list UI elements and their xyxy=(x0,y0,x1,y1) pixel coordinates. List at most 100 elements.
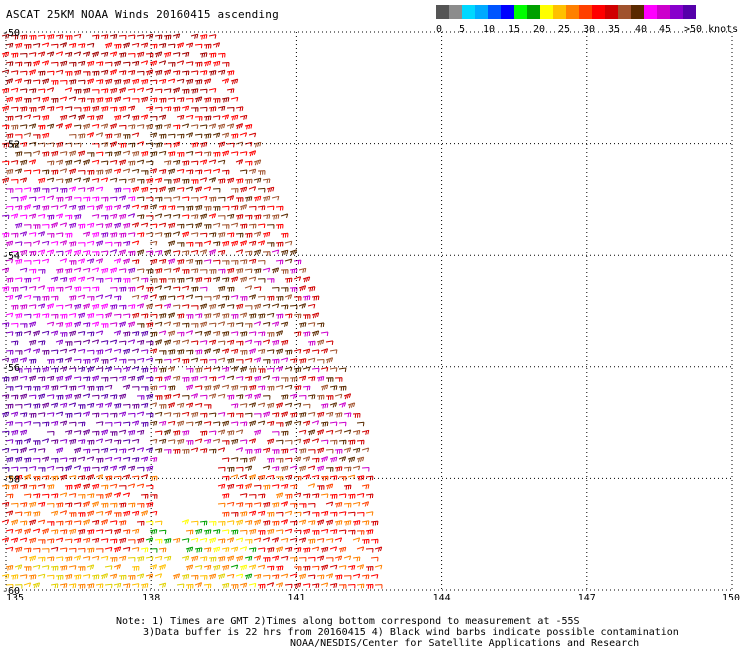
wind-barb xyxy=(37,519,46,525)
wind-barb xyxy=(262,375,271,380)
wind-barb xyxy=(32,386,41,391)
wind-barb xyxy=(91,105,100,112)
wind-barb xyxy=(181,178,190,184)
wind-barb xyxy=(50,205,59,210)
wind-barb xyxy=(23,493,32,499)
wind-barb xyxy=(136,483,145,489)
wind-barb xyxy=(28,69,37,76)
wind-barb xyxy=(55,375,64,382)
wind-barb xyxy=(136,537,145,544)
wind-barb xyxy=(172,106,181,112)
wind-barb xyxy=(248,438,257,444)
wind-barb xyxy=(23,348,32,353)
wind-barb xyxy=(64,484,73,490)
wind-barb xyxy=(172,393,181,399)
wind-barb xyxy=(239,474,248,479)
wind-barb xyxy=(77,60,86,66)
wind-barb xyxy=(212,151,221,157)
wind-barb xyxy=(131,60,140,67)
wind-barb xyxy=(248,564,257,570)
wind-barb xyxy=(172,375,181,381)
wind-barb xyxy=(14,331,23,337)
wind-barb xyxy=(185,402,194,408)
wind-barb xyxy=(208,303,217,310)
wind-barb xyxy=(248,456,257,463)
wind-barb xyxy=(230,512,239,517)
wind-barb xyxy=(32,240,41,245)
wind-barb xyxy=(181,285,190,291)
wind-barb xyxy=(73,51,82,56)
wind-barb xyxy=(59,187,68,193)
wind-barb xyxy=(73,574,82,580)
wind-barb xyxy=(217,573,226,580)
wind-barb xyxy=(163,555,172,561)
wind-barb xyxy=(127,412,136,418)
wind-barb xyxy=(64,412,73,418)
wind-barb xyxy=(37,213,46,219)
wind-barb xyxy=(203,240,212,246)
wind-barb xyxy=(298,375,307,381)
wind-barb xyxy=(190,305,199,310)
wind-barb xyxy=(41,60,50,66)
wind-barb xyxy=(284,384,293,390)
wind-barb xyxy=(329,511,338,517)
wind-barb xyxy=(14,188,23,193)
wind-barb xyxy=(41,565,50,570)
wind-barb xyxy=(118,268,127,273)
wind-barb xyxy=(64,341,73,346)
wind-barb xyxy=(235,340,244,346)
wind-barb xyxy=(298,519,307,525)
wind-barb xyxy=(149,258,158,265)
wind-barb xyxy=(32,169,41,174)
wind-barb xyxy=(172,267,181,273)
wind-barb xyxy=(95,529,104,534)
wind-barb xyxy=(316,359,325,364)
wind-barb xyxy=(95,349,104,355)
wind-barb xyxy=(154,34,163,40)
wind-barb xyxy=(140,421,149,427)
wind-barb xyxy=(109,123,118,130)
wind-barb xyxy=(280,501,289,507)
wind-barb xyxy=(163,51,172,58)
wind-barb xyxy=(257,547,266,552)
wind-barb xyxy=(68,583,77,589)
wind-barb xyxy=(41,115,50,121)
wind-barb xyxy=(185,61,194,66)
wind-barb xyxy=(113,79,122,85)
wind-barb xyxy=(221,114,230,120)
wind-barb xyxy=(172,286,181,292)
wind-barb xyxy=(145,123,154,130)
wind-barb xyxy=(127,177,136,184)
wind-barb xyxy=(230,564,239,570)
wind-barb xyxy=(100,214,109,220)
wind-barb xyxy=(109,483,118,489)
wind-barb xyxy=(266,295,275,301)
wind-barb xyxy=(212,98,221,103)
wind-barb xyxy=(104,583,113,589)
wind-barb xyxy=(46,51,55,57)
wind-barb xyxy=(298,465,307,472)
wind-barb xyxy=(271,195,280,201)
wind-barb xyxy=(86,385,95,391)
wind-barb xyxy=(172,430,181,436)
wind-barb xyxy=(91,321,100,327)
wind-barb xyxy=(122,278,131,283)
wind-barb xyxy=(181,250,190,256)
wind-barb xyxy=(329,421,338,427)
wind-barb xyxy=(64,123,73,130)
wind-barb xyxy=(244,502,253,508)
wind-barb xyxy=(77,566,86,571)
wind-barb xyxy=(109,322,118,327)
wind-barb xyxy=(356,493,365,498)
wind-barb xyxy=(262,484,271,490)
wind-barb xyxy=(104,438,113,444)
wind-barb xyxy=(118,502,127,508)
wind-barb xyxy=(149,60,158,67)
wind-barb xyxy=(100,69,109,75)
wind-barb xyxy=(176,60,185,65)
wind-barb xyxy=(320,564,329,571)
wind-barb xyxy=(59,96,68,101)
wind-barb xyxy=(109,431,118,436)
wind-barb xyxy=(316,447,325,454)
colorbar-label: >50 knots xyxy=(684,24,739,35)
